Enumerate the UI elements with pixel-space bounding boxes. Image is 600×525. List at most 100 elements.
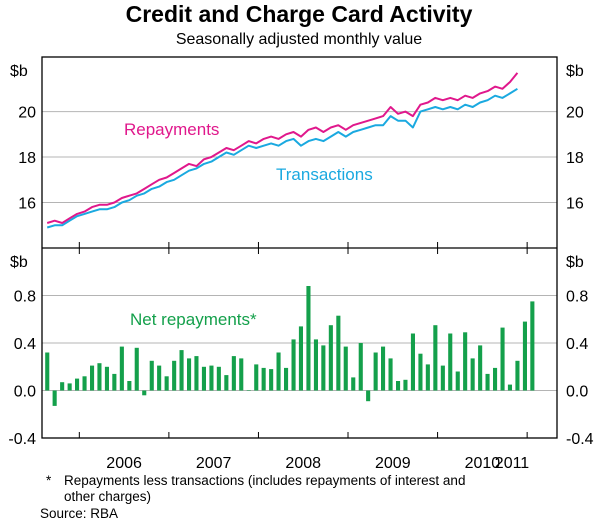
net-repayments-bar <box>418 353 423 391</box>
net-repayments-bar <box>433 325 438 391</box>
net-repayments-bar <box>291 339 296 391</box>
net-repayments-bar <box>164 376 169 391</box>
bottom-left-tick-label: -0.4 <box>8 431 36 448</box>
net-repayments-bar <box>60 382 65 391</box>
net-repayments-bar <box>45 352 50 391</box>
year-label: 2010 <box>465 455 501 472</box>
net-repayments-bar <box>470 358 475 391</box>
net-repayments-bar <box>485 373 490 391</box>
net-repayments-bar <box>381 346 386 391</box>
bottom-right-unit-label: $b <box>566 254 584 271</box>
top-left-tick-label: 18 <box>18 150 36 167</box>
net-repayments-bar <box>209 365 214 391</box>
net-repayments-bar <box>500 327 505 391</box>
net-repayments-bar <box>187 358 192 391</box>
net-repayments-bar <box>134 347 139 391</box>
year-label: 2011 <box>495 455 530 472</box>
top-left-tick-label: 16 <box>18 196 36 213</box>
net-repayments-bar <box>448 333 453 391</box>
top-left-tick-label: 20 <box>18 105 36 122</box>
net-repayments-bar <box>358 343 363 391</box>
bottom-left-unit-label: $b <box>10 254 28 271</box>
net-repayments-bar <box>194 356 199 391</box>
transactions-line <box>46 87 518 229</box>
net-repayments-bar <box>52 390 57 406</box>
net-repayments-bar <box>67 383 72 391</box>
net-repayments-bar <box>403 379 408 391</box>
net-repayments-bar <box>142 390 147 396</box>
year-label: 2007 <box>196 455 232 472</box>
net-repayments-bar <box>306 286 311 391</box>
net-repayments-bar <box>298 326 303 391</box>
net-repayments-bar <box>112 373 117 391</box>
net-repayments-bar <box>328 325 333 391</box>
net-repayments-bar <box>373 352 378 391</box>
chart-title: Credit and Charge Card Activity <box>126 1 473 27</box>
net-repayments-bar <box>321 345 326 391</box>
net-repayments-bar <box>104 366 109 391</box>
net-repayments-bar <box>410 333 415 391</box>
series-label-net-repayments: Net repayments* <box>130 310 257 329</box>
net-repayments-bar <box>351 377 356 391</box>
top-panel-lines <box>46 72 519 229</box>
net-repayments-bar <box>269 369 274 391</box>
year-label: 2008 <box>285 455 321 472</box>
net-repayments-bar <box>149 360 154 391</box>
net-repayments-bar <box>366 390 371 402</box>
net-repayments-bar <box>261 367 266 391</box>
chart-subtitle: Seasonally adjusted monthly value <box>176 31 422 48</box>
net-repayments-bar <box>284 367 289 391</box>
top-right-tick-label: 20 <box>566 105 584 122</box>
bottom-left-tick-label: 0.4 <box>14 336 36 353</box>
net-repayments-bar <box>515 360 520 391</box>
repayments-line <box>46 72 519 224</box>
net-repayments-bar <box>75 378 80 391</box>
source-note: Source: RBA <box>40 506 118 521</box>
net-repayments-bar <box>239 358 244 391</box>
footnote-line-1: Repayments less transactions (includes r… <box>64 473 465 488</box>
bottom-right-tick-label: 0.4 <box>566 336 588 353</box>
net-repayments-bar <box>493 367 498 391</box>
top-right-tick-label: 18 <box>566 150 584 167</box>
net-repayments-bar <box>231 356 236 391</box>
net-repayments-bar <box>254 364 259 391</box>
bottom-left-tick-label: 0.8 <box>14 289 36 306</box>
top-left-unit-label: $b <box>10 63 28 80</box>
net-repayments-bar <box>455 371 460 391</box>
net-repayments-bar <box>336 315 341 391</box>
year-label: 2009 <box>375 455 411 472</box>
net-repayments-bar <box>440 365 445 391</box>
bottom-right-tick-label: -0.4 <box>566 431 594 448</box>
year-label: 2006 <box>106 455 142 472</box>
net-repayments-bar <box>224 375 229 391</box>
net-repayments-bar <box>201 366 206 391</box>
net-repayments-bar <box>478 345 483 391</box>
net-repayments-bar <box>522 321 527 391</box>
net-repayments-bar <box>216 366 221 391</box>
axis-labels: 16 16 18 18 20 20 $b $b -0.4 -0.4 0.0 0.0 0.4 0.4 0.8 0… <box>8 63 593 472</box>
net-repayments-bar <box>246 390 251 391</box>
net-repayments-bar <box>127 381 132 391</box>
net-repayments-bar <box>179 350 184 391</box>
net-repayments-bar <box>172 360 177 391</box>
net-repayments-bar <box>396 381 401 391</box>
series-label-repayments: Repayments <box>124 120 219 139</box>
footnote-marker: * <box>46 473 52 488</box>
top-right-tick-label: 16 <box>566 196 584 213</box>
net-repayments-bar <box>97 363 102 391</box>
bottom-left-tick-label: 0.0 <box>14 384 36 401</box>
series-label-transactions: Transactions <box>276 165 373 184</box>
net-repayments-bar <box>157 365 162 391</box>
net-repayments-bar <box>313 339 318 391</box>
footnote-line-2: other charges) <box>64 489 151 504</box>
top-right-unit-label: $b <box>566 63 584 80</box>
net-repayments-bar <box>90 365 95 391</box>
top-panel-grid <box>42 111 557 204</box>
net-repayments-bars <box>45 286 535 406</box>
bottom-right-tick-label: 0.0 <box>566 384 588 401</box>
net-repayments-bar <box>343 346 348 391</box>
net-repayments-bar <box>507 384 512 391</box>
net-repayments-bar <box>425 364 430 391</box>
net-repayments-bar <box>530 301 535 391</box>
